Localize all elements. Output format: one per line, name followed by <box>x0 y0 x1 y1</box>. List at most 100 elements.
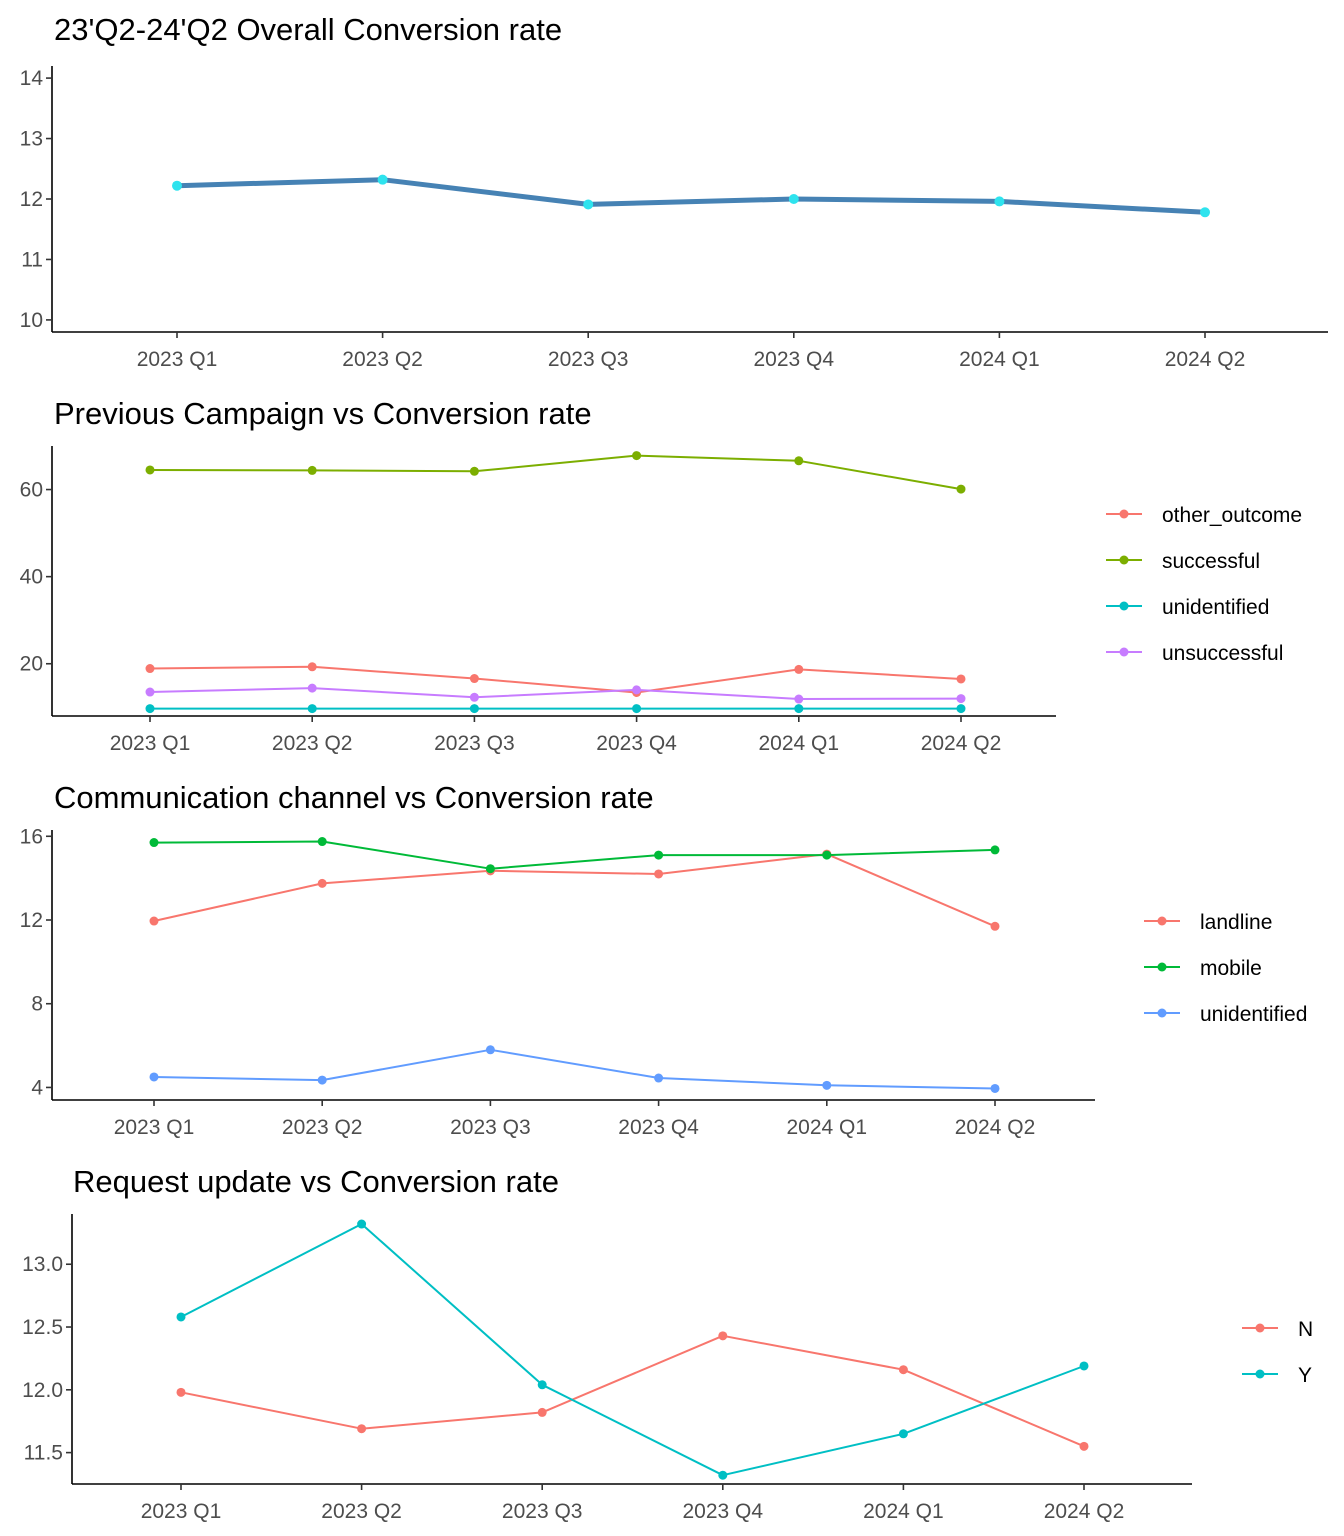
data-point <box>788 194 799 204</box>
legend-key-point <box>1157 1008 1167 1018</box>
x-tick-label: 2023 Q2 <box>321 1500 402 1523</box>
data-point <box>317 837 327 847</box>
chart-title: 23'Q2-24'Q2 Overall Conversion rate <box>54 12 562 47</box>
data-point <box>469 692 479 702</box>
data-point <box>956 704 966 714</box>
series-line <box>180 1334 1085 1448</box>
data-point <box>145 465 155 475</box>
series-unsuccessful <box>145 683 966 704</box>
data-point <box>377 174 388 185</box>
x-tick-label: 2023 Q1 <box>114 1116 195 1139</box>
data-point <box>176 1312 186 1322</box>
y-tick-label: 40 <box>20 566 43 589</box>
data-point <box>718 1470 728 1480</box>
y-tick-label: 20 <box>20 653 43 676</box>
data-point <box>794 664 804 674</box>
data-point <box>956 694 966 704</box>
legend-label: unsuccessful <box>1162 642 1283 665</box>
series-line <box>174 177 1208 215</box>
data-point <box>990 1083 1000 1093</box>
series-unidentified <box>149 1045 1000 1093</box>
data-point <box>149 1072 159 1082</box>
y-tick-label: 13 <box>20 128 43 151</box>
x-tick-label: 2023 Q2 <box>272 732 353 755</box>
data-point <box>994 196 1005 207</box>
legend: NY <box>1242 1318 1313 1387</box>
x-tick-label: 2024 Q1 <box>959 348 1040 371</box>
x-tick-label: 2024 Q2 <box>955 1116 1036 1139</box>
x-tick-label: 2023 Q3 <box>450 1116 531 1139</box>
legend-key-point <box>1119 509 1129 519</box>
legend-label: unidentified <box>1162 596 1269 619</box>
chart-2: Previous Campaign vs Conversion rate 20 40… <box>20 396 1302 755</box>
legend-key-point <box>1255 1369 1265 1379</box>
series-line <box>153 840 996 870</box>
data-point <box>469 466 479 476</box>
legend-key-point <box>1157 962 1167 972</box>
series-1 <box>172 174 1210 218</box>
legend-label: landline <box>1200 911 1272 934</box>
data-point <box>307 662 317 672</box>
legend: landline mobile unidentified <box>1144 911 1307 1026</box>
data-point <box>654 1073 664 1083</box>
data-point <box>469 674 479 684</box>
x-tick-label: 2023 Q4 <box>596 732 677 755</box>
legend-label: Y <box>1298 1364 1312 1387</box>
series-mobile <box>149 837 1000 874</box>
x-tick-label: 2024 Q1 <box>787 1116 868 1139</box>
data-point <box>898 1365 908 1375</box>
series-line <box>180 1223 1085 1477</box>
y-tick-label: 12 <box>20 188 43 211</box>
y-tick-label: 14 <box>20 67 44 90</box>
data-point <box>956 484 966 494</box>
chart-title: Previous Campaign vs Conversion rate <box>54 396 592 431</box>
series-line <box>149 454 962 491</box>
data-point <box>898 1429 908 1439</box>
legend-label: successful <box>1162 550 1260 573</box>
legend-key-point <box>1157 916 1167 926</box>
legend: other_outcome successful unidentified unsuc… <box>1106 504 1302 665</box>
x-tick-label: 2024 Q2 <box>921 732 1002 755</box>
chart-3: Communication channel vs Conversion rate… <box>20 780 1308 1139</box>
x-tick-label: 2024 Q2 <box>1044 1500 1125 1523</box>
data-point <box>149 916 159 926</box>
series-landline <box>149 849 1000 931</box>
data-point <box>794 694 804 704</box>
data-point <box>583 199 594 210</box>
x-tick-label: 2023 Q1 <box>137 348 218 371</box>
data-point <box>1079 1361 1089 1371</box>
data-point <box>317 1075 327 1085</box>
data-point <box>794 456 804 466</box>
data-point <box>176 1387 186 1397</box>
chart-title: Request update vs Conversion rate <box>73 1164 559 1199</box>
chart-1: 23'Q2-24'Q2 Overall Conversion rate 10 11 1… <box>20 12 1328 371</box>
legend-label: unidentified <box>1200 1003 1307 1026</box>
legend-label: N <box>1298 1318 1313 1341</box>
series-n <box>176 1331 1089 1451</box>
data-point <box>485 864 495 874</box>
x-tick-label: 2023 Q4 <box>683 1500 764 1523</box>
x-tick-label: 2023 Q3 <box>548 348 629 371</box>
x-tick-label: 2023 Q3 <box>502 1500 583 1523</box>
y-tick-label: 8 <box>31 993 43 1016</box>
x-tick-label: 2023 Q2 <box>342 348 423 371</box>
x-tick-label: 2024 Q1 <box>759 732 840 755</box>
data-point <box>654 850 664 860</box>
data-point <box>794 704 804 714</box>
data-point <box>1079 1441 1089 1451</box>
data-point <box>317 878 327 888</box>
y-tick-label: 16 <box>20 825 43 848</box>
legend-key-point <box>1255 1323 1265 1333</box>
data-point <box>956 674 966 684</box>
data-point <box>145 704 155 714</box>
x-tick-label: 2023 Q4 <box>618 1116 699 1139</box>
x-tick-label: 2024 Q2 <box>1165 348 1246 371</box>
data-point <box>357 1219 367 1229</box>
legend-key-point <box>1119 647 1129 657</box>
data-point <box>1200 207 1210 218</box>
y-tick-label: 4 <box>31 1076 43 1099</box>
y-tick-label: 12.5 <box>22 1316 63 1339</box>
data-point <box>469 704 479 714</box>
chart-title: Communication channel vs Conversion rate <box>54 780 654 815</box>
